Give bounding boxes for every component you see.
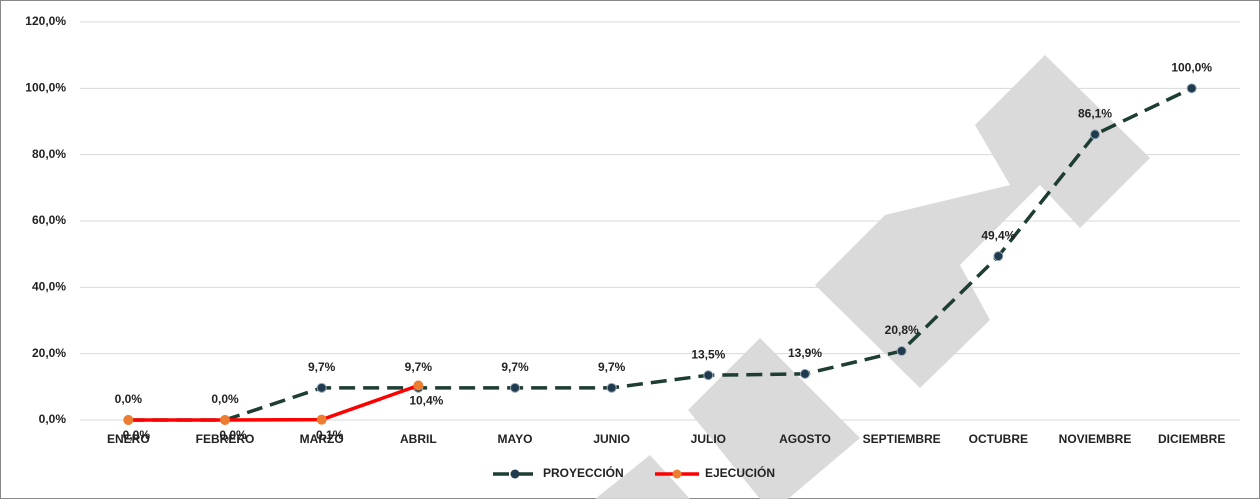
point-marker	[123, 415, 134, 425]
point-marker	[413, 380, 424, 391]
legend: PROYECCIÓN EJECUCIÓN	[493, 465, 775, 480]
data-label: 0,0%	[115, 392, 143, 406]
x-tick-label: NOVIEMBRE	[1059, 432, 1132, 446]
point-marker	[1090, 129, 1100, 140]
data-label: 13,9%	[788, 346, 822, 360]
x-tick-label: FEBRERO	[196, 432, 255, 446]
y-tick-label: 100,0%	[25, 81, 66, 95]
legend-label: PROYECCIÓN	[543, 465, 624, 480]
watermark-shape	[688, 338, 860, 499]
y-tick-label: 80,0%	[32, 147, 66, 161]
data-label: 0,1%	[316, 428, 344, 442]
legend-marker	[672, 469, 682, 479]
x-tick-label: SEPTIEMBRE	[863, 432, 941, 446]
series-line	[128, 383, 419, 422]
legend-marker	[510, 469, 520, 479]
y-tick-label: 60,0%	[32, 213, 66, 227]
data-label: 0,0%	[211, 392, 239, 406]
point-marker	[1186, 83, 1197, 94]
data-label: 100,0%	[1171, 61, 1212, 75]
y-tick-label: 0,0%	[39, 412, 67, 426]
point-marker	[800, 368, 810, 379]
data-label: 9,7%	[308, 360, 336, 374]
x-tick-label: MAYO	[498, 432, 533, 446]
series-line	[128, 86, 1193, 422]
data-label: 0,0%	[219, 428, 247, 442]
data-label: 0,0%	[123, 428, 151, 442]
x-tick-label: JUNIO	[593, 432, 630, 446]
point-marker	[703, 370, 714, 381]
x-tick-label: DICIEMBRE	[1158, 432, 1225, 446]
data-label: 49,4%	[981, 228, 1015, 242]
legend-label: EJECUCIÓN	[705, 465, 775, 480]
y-tick-label: 20,0%	[32, 346, 66, 360]
watermark-shape	[595, 455, 690, 499]
y-tick-label: 120,0%	[25, 14, 66, 28]
point-marker	[896, 346, 907, 357]
x-tick-label: ABRIL	[400, 432, 437, 446]
x-tick-label: MARZO	[300, 432, 344, 446]
point-marker	[220, 415, 230, 425]
data-label: 9,7%	[501, 360, 529, 374]
data-label: 13,5%	[691, 347, 725, 361]
y-tick-label: 40,0%	[32, 280, 66, 294]
x-tick-label: OCTUBRE	[969, 432, 1028, 446]
x-tick-label: JULIO	[691, 432, 726, 446]
x-tick-label: AGOSTO	[779, 432, 831, 446]
data-label: 86,1%	[1078, 107, 1112, 121]
point-marker	[993, 251, 1004, 262]
point-marker	[316, 414, 327, 425]
x-tick-label: ENERO	[107, 432, 150, 446]
point-marker	[316, 382, 327, 393]
data-label: 10,4%	[409, 394, 443, 408]
data-label: 9,7%	[405, 360, 433, 374]
data-label: 9,7%	[598, 360, 626, 374]
data-label: 20,8%	[885, 323, 919, 337]
point-marker	[510, 382, 520, 393]
point-marker	[606, 382, 617, 393]
